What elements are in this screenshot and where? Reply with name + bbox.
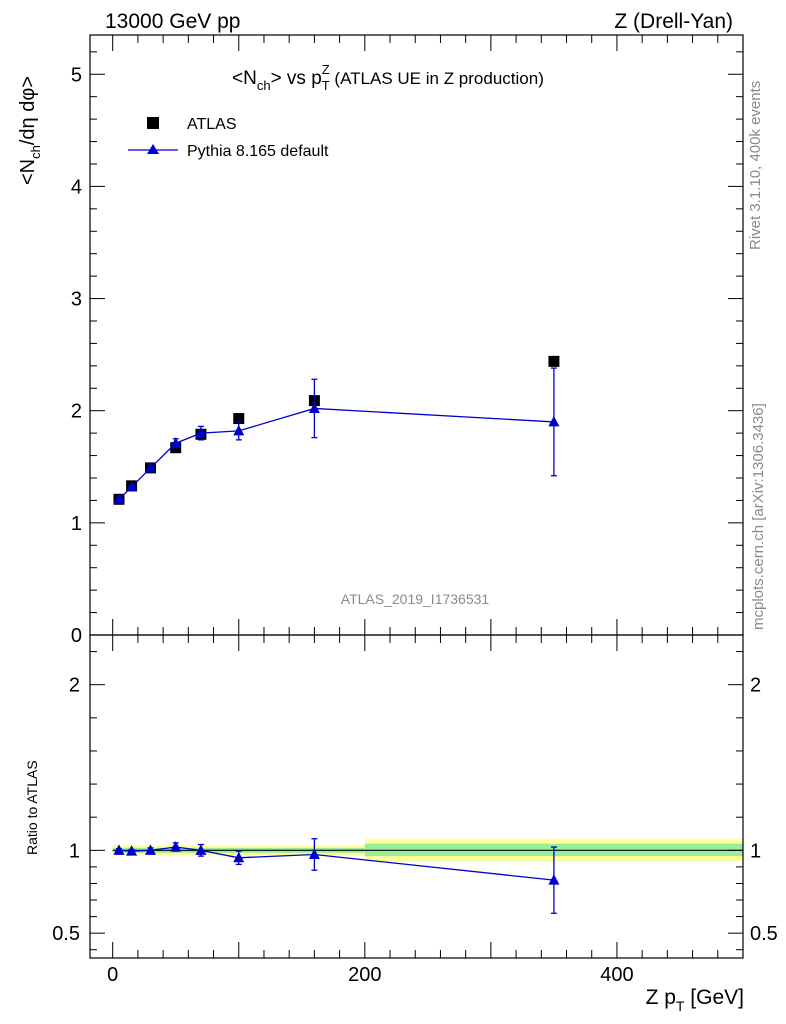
pythia-point [126,480,138,492]
pythia-point [548,415,560,427]
pythia-line [118,407,554,500]
ratio-y-tick-label-right: 0.5 [750,923,778,945]
main-y-tick-label: 4 [71,176,82,198]
ratio-y-tick-label-right: 2 [750,675,761,697]
ratio-pythia-point [113,844,125,855]
ratio-y-tick-label: 2 [69,675,80,697]
x-tick-label: 0 [107,964,118,986]
ratio-pythia-line [118,846,554,881]
main-y-label: <Nch/dη dφ> [17,76,43,185]
main-plot-area: 0 1 2 3 4 5 [71,34,744,647]
atlas-data-point [233,413,245,425]
pythia-point [113,493,125,504]
header-left: 13000 GeV pp [105,10,240,33]
main-y-tick-label: 1 [71,513,82,535]
pythia-point [308,402,320,413]
main-y-tick-label: 5 [71,64,82,86]
ratio-pythia-point [170,841,182,852]
pythia-point [145,461,157,473]
legend-atlas-marker [147,117,159,129]
legend-atlas-label: ATLAS [187,116,237,133]
legend-pythia-marker [147,144,159,154]
ratio-plot-area: 0 200 400 0.5 0.5 1 1 2 2 [52,634,778,986]
pythia-point [195,427,207,438]
ratio-plot-frame [89,634,744,959]
ratio-y-label: Ratio to ATLAS [24,760,40,855]
atlas-data-point [548,355,560,367]
ratio-y-tick-label: 0.5 [52,923,80,945]
x-tick-label: 400 [600,964,633,986]
main-y-tick-label: 3 [71,289,82,311]
ratio-pythia-point [233,851,245,863]
ratio-pythia-point [145,844,157,855]
header-right: Z (Drell-Yan) [614,10,733,33]
ratio-pythia-point [308,848,320,859]
main-y-tick-label: 0 [71,625,82,647]
main-y-tick-label: 2 [71,401,82,423]
ratio-y-tick-label: 1 [69,840,80,862]
rivet-label: Rivet 3.1.10, 400k events [747,81,764,250]
ratio-y-tick-label-right: 1 [750,840,761,862]
ratio-pythia-point [548,874,560,885]
analysis-id: ATLAS_2019_I1736531 [341,591,490,607]
mcplots-label: mcplots.cern.ch [arXiv:1306.3436] [750,403,767,630]
x-tick-label: 200 [348,964,381,986]
ratio-pythia-point [195,844,207,855]
main-title: <Nch> vs pTZ (ATLAS UE in Z production) [232,62,544,93]
ratio-pythia-point [126,845,138,856]
legend-pythia-label: Pythia 8.165 default [187,143,329,160]
pythia-point [233,424,245,436]
x-axis-label: Z pT [GeV] [646,986,744,1014]
pythia-point [170,437,182,448]
